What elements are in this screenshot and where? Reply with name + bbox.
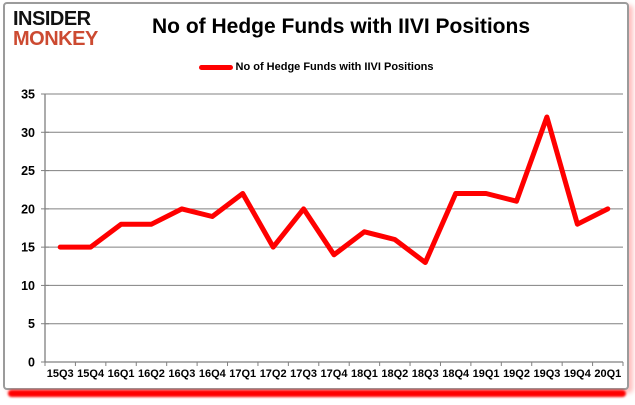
y-axis-tick-label: 0 bbox=[28, 356, 35, 370]
logo-text-insider: INSIDER bbox=[13, 8, 91, 30]
y-axis-tick-label: 35 bbox=[21, 88, 35, 102]
legend-line-swatch-icon bbox=[198, 64, 233, 70]
x-axis-tick-label: 17Q3 bbox=[290, 368, 317, 380]
y-axis-tick-label: 15 bbox=[21, 241, 35, 255]
x-axis-tick-label: 16Q3 bbox=[168, 368, 195, 380]
y-axis-tick-label: 10 bbox=[21, 279, 35, 293]
x-axis-tick-label: 17Q1 bbox=[229, 368, 256, 380]
red-shadow-bar bbox=[8, 390, 626, 397]
x-axis-tick-label: 18Q3 bbox=[412, 368, 439, 380]
legend: No of Hedge Funds with IIVI Positions bbox=[5, 60, 627, 74]
x-axis-tick-label: 17Q2 bbox=[260, 368, 287, 380]
x-axis-tick-label: 17Q4 bbox=[321, 368, 349, 380]
y-axis-tick-label: 30 bbox=[21, 126, 35, 140]
insider-monkey-logo: INSIDER MONKEY bbox=[13, 9, 98, 49]
x-axis-tick-label: 19Q1 bbox=[473, 368, 500, 380]
logo-text-monkey: MONKEY bbox=[13, 28, 98, 50]
x-axis-tick-label: 16Q2 bbox=[138, 368, 165, 380]
x-axis-tick-label: 16Q4 bbox=[199, 368, 227, 380]
x-axis-tick-label: 20Q1 bbox=[594, 368, 621, 380]
y-axis-tick-label: 20 bbox=[21, 202, 35, 216]
y-axis-tick-label: 25 bbox=[21, 164, 35, 178]
x-axis-tick-label: 19Q2 bbox=[503, 368, 530, 380]
x-axis-tick-label: 16Q1 bbox=[108, 368, 135, 380]
chart-card: INSIDER MONKEY No of Hedge Funds with II… bbox=[3, 2, 629, 390]
x-axis-tick-label: 19Q3 bbox=[533, 368, 560, 380]
x-axis-tick-label: 19Q4 bbox=[564, 368, 592, 380]
y-axis-tick-label: 5 bbox=[28, 317, 35, 331]
legend-label: No of Hedge Funds with IIVI Positions bbox=[235, 61, 434, 73]
x-axis-tick-label: 18Q4 bbox=[442, 368, 470, 380]
x-axis-tick-label: 18Q2 bbox=[381, 368, 408, 380]
x-axis-tick-label: 18Q1 bbox=[351, 368, 378, 380]
chart-title: No of Hedge Funds with IIVI Positions bbox=[152, 15, 530, 38]
x-axis-tick-label: 15Q3 bbox=[47, 368, 74, 380]
x-axis-tick-label: 15Q4 bbox=[77, 368, 105, 380]
series-line bbox=[57, 114, 611, 265]
